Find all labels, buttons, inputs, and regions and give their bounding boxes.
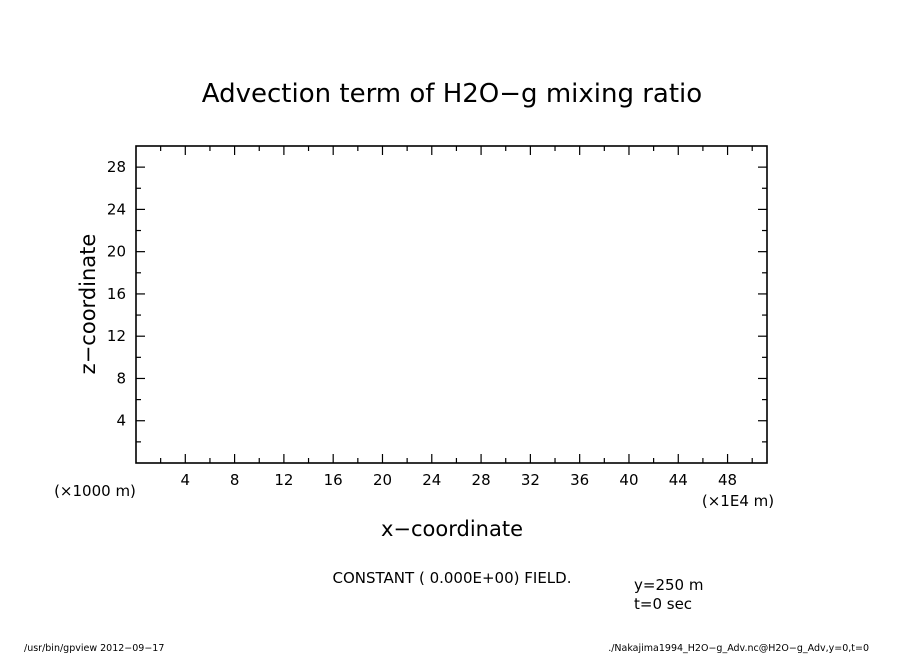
x-tick-label: 8 [230,471,240,489]
field-message: CONSTANT ( 0.000E+00) FIELD. [333,569,572,587]
x-axis-label: x−coordinate [381,517,523,541]
x-axis-tick-labels: 4 8 12 16 20 24 28 32 36 40 44 48 [181,471,738,489]
x-tick-label: 44 [669,471,688,489]
y-tick-label: 16 [107,285,126,303]
y-tick-label: 24 [107,200,126,218]
y-tick-label: 28 [107,158,126,176]
x-tick-label: 16 [324,471,343,489]
x-tick-label: 32 [521,471,540,489]
y-tick-label: 20 [107,243,126,261]
slice-y: y=250 m [634,576,703,594]
footer-program: /usr/bin/gpview 2012−09−17 [24,643,164,654]
x-tick-label: 40 [619,471,638,489]
x-tick-label: 36 [570,471,589,489]
y-axis-label: z−coordinate [76,234,100,375]
x-tick-label: 4 [181,471,191,489]
x-tick-label: 48 [718,471,737,489]
y-axis-ticks [136,166,767,443]
x-tick-label: 12 [274,471,293,489]
y-tick-label: 12 [107,327,126,345]
x-axis-ticks [160,146,753,463]
x-tick-label: 24 [422,471,441,489]
slice-t: t=0 sec [634,595,692,613]
x-tick-label: 28 [472,471,491,489]
y-tick-label: 8 [116,369,126,387]
chart-title: Advection term of H2O−g mixing ratio [202,79,702,109]
x-unit-note: (×1E4 m) [702,492,774,510]
y-axis-tick-labels: 4 8 12 16 20 24 28 [107,158,126,430]
x-tick-label: 20 [373,471,392,489]
footer-source: ./Nakajima1994_H2O−g_Adv.nc@H2O−g_Adv,y=… [608,643,869,654]
y-tick-label: 4 [116,412,126,430]
y-unit-note: (×1000 m) [54,482,136,500]
plot-frame [135,145,768,464]
